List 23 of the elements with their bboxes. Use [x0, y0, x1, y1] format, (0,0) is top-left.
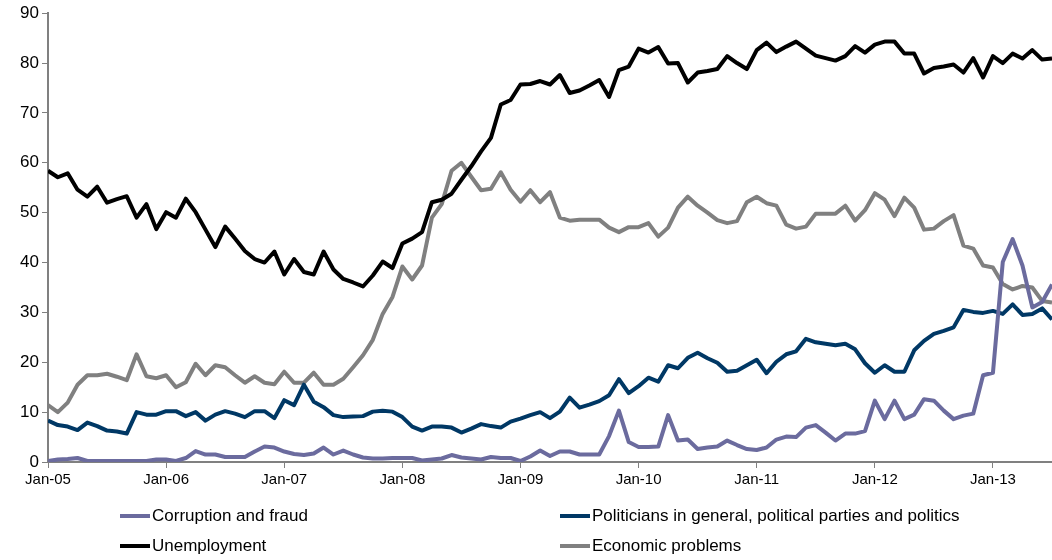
x-tick-label: Jan-06	[143, 470, 190, 488]
legend-label: Politicians in general, political parties and politics	[592, 506, 960, 526]
x-tick-label: Jan-07	[261, 470, 308, 488]
y-tick-label: 90	[20, 2, 39, 22]
y-tick-label: 10	[20, 401, 39, 421]
x-tick-label: Jan-11	[734, 470, 780, 488]
y-tick-label: 50	[20, 202, 39, 222]
legend-label: Unemployment	[152, 536, 267, 556]
x-tick-label: Jan-08	[379, 470, 426, 488]
x-tick-label: Jan-13	[970, 470, 1016, 488]
y-tick-label: 80	[20, 52, 39, 72]
legend-label: Corruption and fraud	[152, 506, 308, 526]
x-tick-label: Jan-05	[25, 470, 71, 488]
y-tick-label: 30	[20, 302, 39, 322]
legend-label: Economic problems	[592, 536, 742, 556]
y-tick-label: 20	[20, 351, 39, 371]
y-tick-label: 70	[20, 102, 39, 122]
x-tick-label: Jan-09	[497, 470, 544, 488]
y-tick-label: 0	[29, 451, 39, 471]
y-tick-label: 60	[20, 152, 39, 172]
x-tick-label: Jan-10	[615, 470, 662, 488]
y-tick-label: 40	[20, 252, 39, 272]
x-tick-label: Jan-12	[851, 470, 898, 488]
